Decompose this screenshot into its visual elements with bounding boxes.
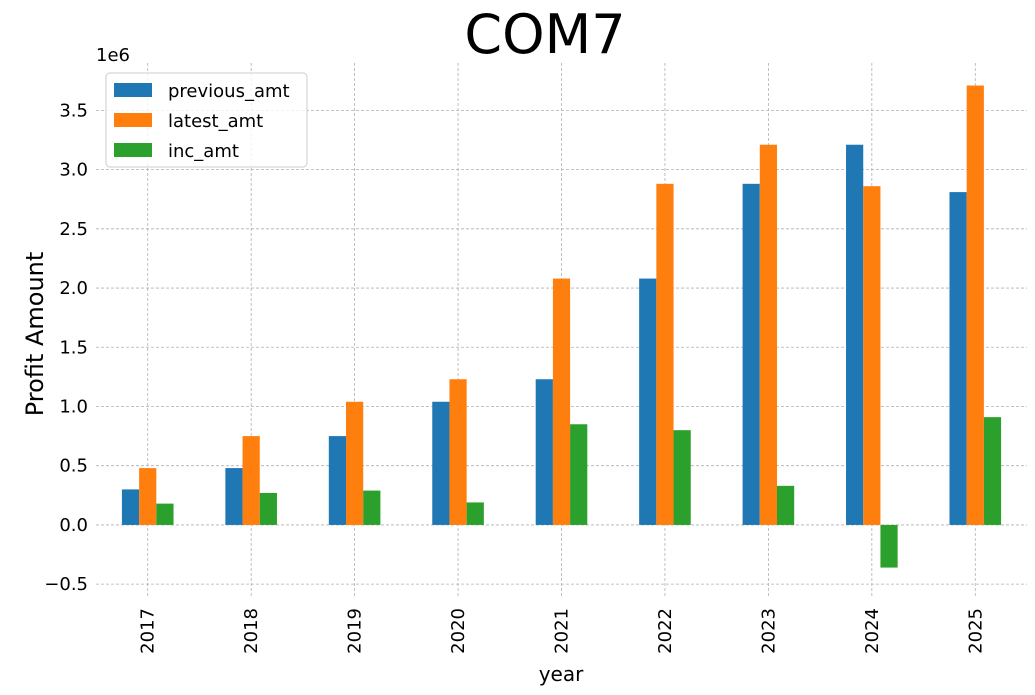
bar-previous-amt bbox=[225, 468, 243, 525]
y-tick-label: 0.5 bbox=[59, 456, 88, 477]
y-axis-label: Profit Amount bbox=[21, 252, 49, 417]
legend-label: latest_amt bbox=[168, 111, 263, 132]
y-tick-label: 1.5 bbox=[59, 337, 88, 358]
x-tick-label: 2025 bbox=[965, 608, 986, 654]
bar-previous-amt bbox=[639, 278, 657, 525]
axes-layer: −0.5 0.0 0.5 1.0 1.5 2.0 2.5 3.0 3.5 2017 2018 2019… bbox=[44, 100, 986, 653]
legend-swatch bbox=[114, 83, 152, 97]
bar-latest-amt bbox=[656, 183, 674, 525]
legend-swatch bbox=[114, 113, 152, 127]
bar-previous-amt bbox=[432, 401, 450, 525]
chart-title: COM7 bbox=[464, 3, 625, 66]
bar-latest-amt bbox=[139, 468, 157, 525]
bar-latest-amt bbox=[966, 85, 984, 525]
bar-latest-amt bbox=[242, 436, 260, 525]
y-tick-label: 1.0 bbox=[59, 396, 88, 417]
bar-inc-amt bbox=[156, 503, 174, 525]
bar-latest-amt bbox=[449, 379, 467, 525]
x-tick-label: 2022 bbox=[655, 608, 676, 654]
x-tick-label: 2023 bbox=[758, 608, 779, 654]
bar-inc-amt bbox=[259, 492, 277, 525]
legend-swatch bbox=[114, 143, 152, 157]
x-tick-label: 2021 bbox=[552, 608, 573, 654]
bars-layer bbox=[121, 85, 1002, 568]
bar-previous-amt bbox=[535, 379, 553, 525]
bar-previous-amt bbox=[846, 144, 864, 525]
y-tick-label: 0.0 bbox=[59, 515, 88, 536]
bar-latest-amt bbox=[759, 144, 777, 525]
bar-latest-amt bbox=[552, 278, 571, 525]
bar-inc-amt bbox=[673, 430, 691, 525]
y-tick-label: 2.0 bbox=[59, 278, 88, 299]
y-tick-label: 3.5 bbox=[59, 100, 88, 121]
y-tick-label: 2.5 bbox=[59, 219, 88, 240]
bar-inc-amt bbox=[466, 502, 484, 525]
x-tick-label: 2020 bbox=[448, 608, 469, 654]
y-scale-offset-label: 1e6 bbox=[96, 45, 130, 66]
bar-inc-amt bbox=[983, 417, 1002, 525]
x-tick-label: 2019 bbox=[345, 608, 366, 654]
bar-previous-amt bbox=[949, 192, 967, 525]
bar-latest-amt bbox=[863, 186, 881, 525]
legend: previous_amt latest_amt inc_amt bbox=[105, 72, 308, 168]
legend-frame bbox=[105, 72, 308, 168]
bar-previous-amt bbox=[742, 183, 760, 525]
x-tick-label: 2024 bbox=[862, 608, 883, 654]
x-tick-label: 2017 bbox=[138, 608, 159, 654]
x-tick-label: 2018 bbox=[241, 608, 262, 654]
legend-label: inc_amt bbox=[168, 141, 239, 162]
bar-inc-amt bbox=[880, 524, 898, 568]
bar-latest-amt bbox=[346, 401, 364, 525]
bar-inc-amt bbox=[363, 490, 381, 525]
bar-previous-amt bbox=[121, 489, 140, 525]
y-tick-label: −0.5 bbox=[44, 574, 88, 595]
bar-inc-amt bbox=[570, 424, 588, 525]
legend-label: previous_amt bbox=[168, 81, 290, 102]
y-tick-label: 3.0 bbox=[59, 160, 88, 181]
x-axis-label: year bbox=[539, 662, 584, 686]
bar-inc-amt bbox=[776, 485, 795, 525]
bar-previous-amt bbox=[328, 436, 347, 525]
